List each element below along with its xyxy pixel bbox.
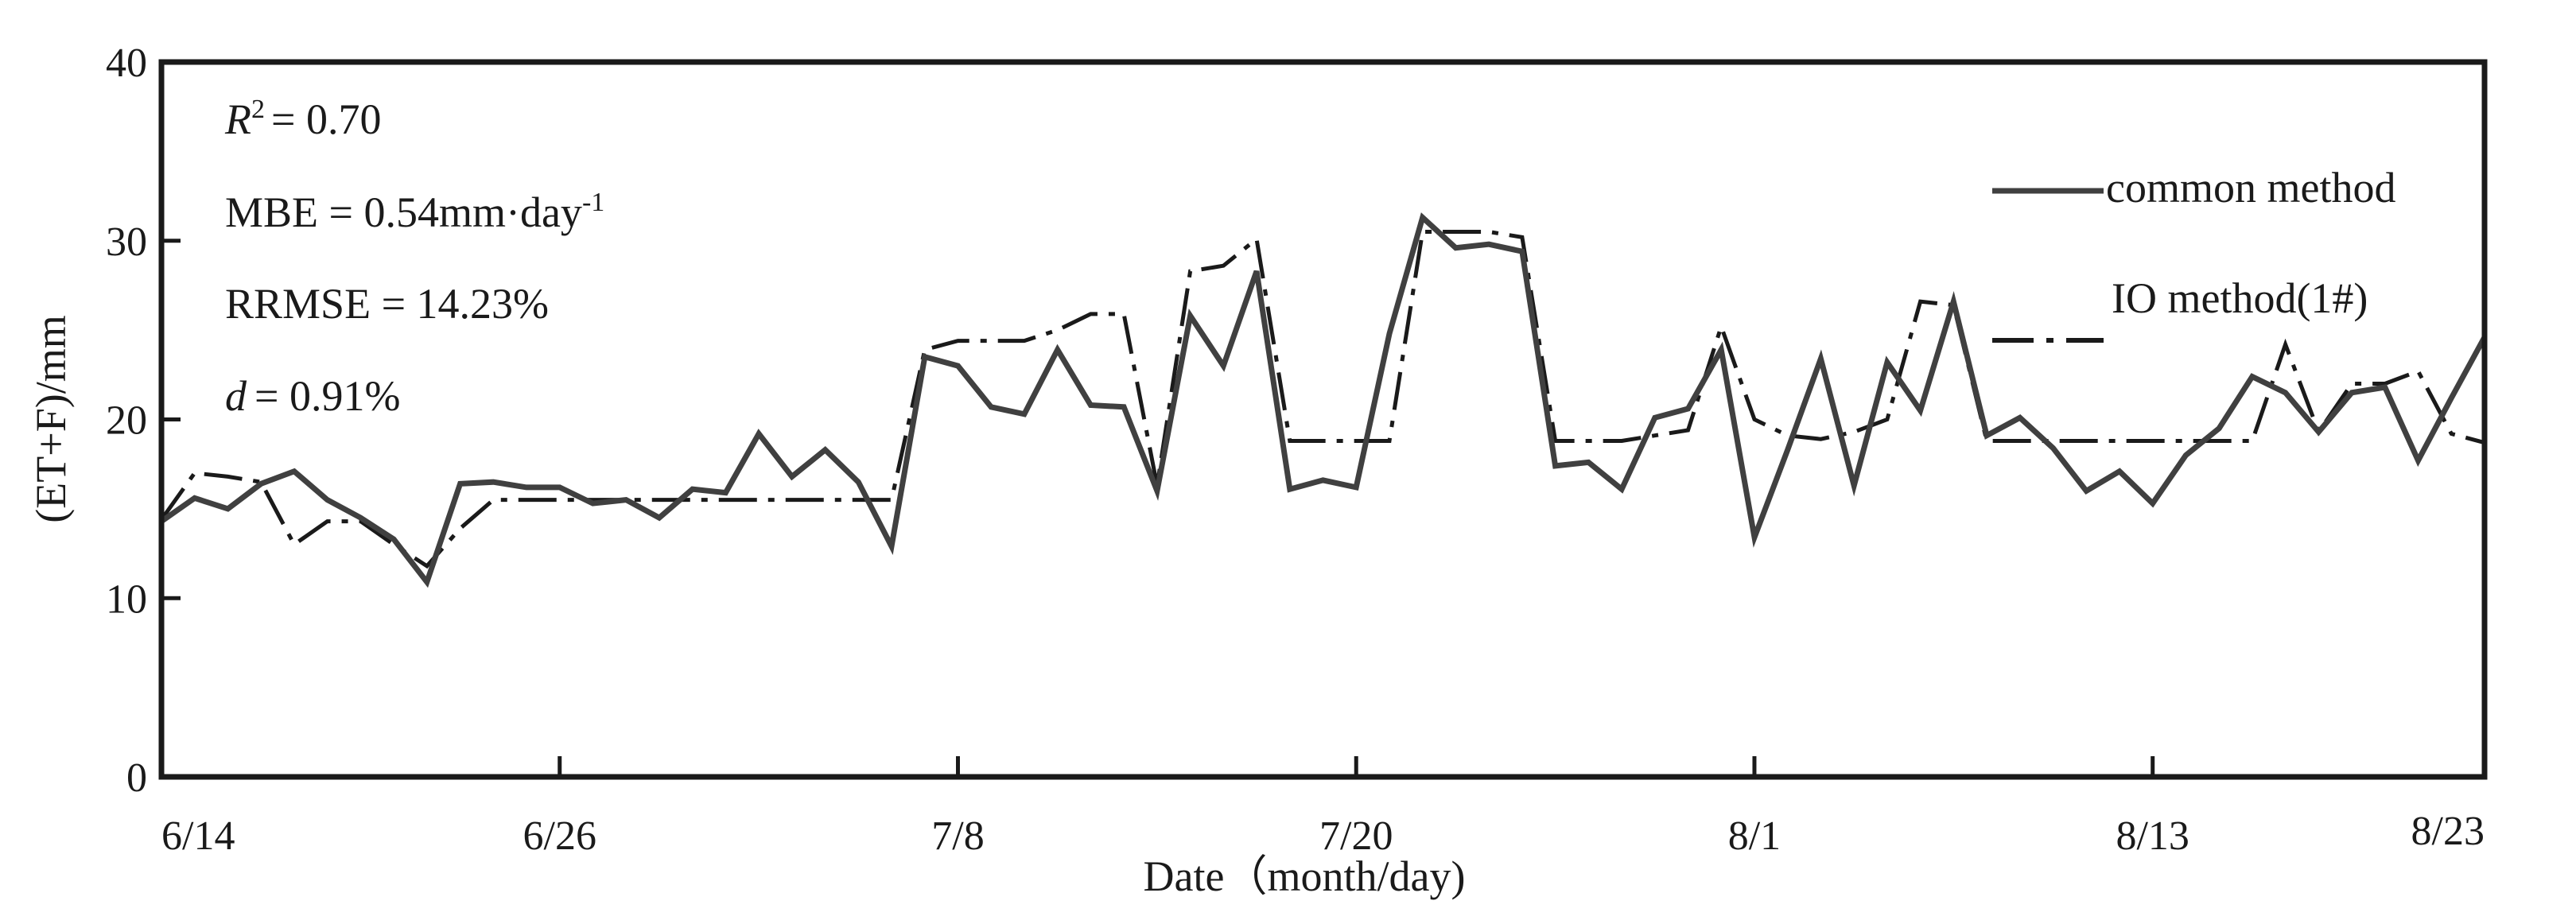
series-line-io-method-1 <box>159 230 2485 569</box>
y-tick-label: 10 <box>106 576 147 622</box>
mbe-label: MBE = 0.54mm·day <box>225 188 582 236</box>
legend: common method IO method(1#) <box>1992 164 2395 343</box>
y-axis-title: (ET+F)/mm <box>27 315 75 522</box>
x-tick-label: 8/1 <box>1728 813 1781 859</box>
legend-label-common-method: common method <box>2106 164 2395 212</box>
mbe-stat: MBE = 0.54mm·day-1 <box>225 188 604 236</box>
y-tick-label: 0 <box>126 755 147 801</box>
d-symbol: d <box>225 372 247 420</box>
x-tick-label: 6/14 <box>161 813 235 859</box>
series-layer <box>159 212 2488 588</box>
x-tick-label: 6/26 <box>523 813 596 859</box>
d-stat: d = 0.91% <box>225 372 400 420</box>
r2-stat: R2 = 0.70 <box>224 95 381 143</box>
x-tick-label: 8/13 <box>2116 813 2189 859</box>
mbe-superscript: -1 <box>582 188 604 217</box>
legend-label-io-method: IO method(1#) <box>2112 274 2368 322</box>
y-tick-layer: 0 10 20 30 40 <box>106 41 181 801</box>
x-tick-label: 8/23 <box>2411 809 2485 854</box>
series-line-common-method <box>159 212 2488 588</box>
stats-annotation: R2 = 0.70 MBE = 0.54mm·day-1 RRMSE = 14.2… <box>224 95 604 420</box>
y-tick-label: 40 <box>106 41 147 86</box>
x-tick-layer: 6/14 6/26 7/8 7/20 8/1 8/13 8/23 <box>159 756 2487 859</box>
y-tick-label: 20 <box>106 398 147 444</box>
y-tick-label: 30 <box>106 219 147 265</box>
rrmse-stat: RRMSE = 14.23% <box>225 280 549 328</box>
r2-superscript: 2 <box>251 95 265 124</box>
x-tick-label: 7/20 <box>1319 813 1393 859</box>
r2-value: = 0.70 <box>271 95 381 143</box>
r2-symbol: R <box>224 95 251 143</box>
x-tick-label: 7/8 <box>931 813 984 859</box>
x-axis-title: Date（month/day) <box>1144 852 1466 900</box>
d-value: = 0.91% <box>254 372 400 420</box>
